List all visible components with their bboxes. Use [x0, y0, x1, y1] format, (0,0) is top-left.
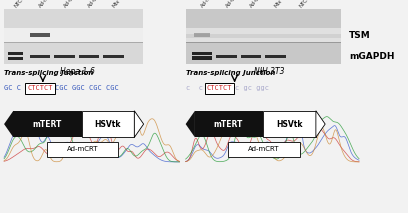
Bar: [195, 111, 263, 137]
Text: mTERT: mTERT: [214, 119, 243, 129]
Text: Ad-mCRT: Ad-mCRT: [200, 0, 220, 9]
Bar: [82, 111, 134, 137]
Bar: [228, 142, 299, 157]
Bar: [8, 57, 23, 60]
Polygon shape: [316, 111, 325, 137]
Text: c gc ggc: c gc ggc: [235, 85, 269, 91]
Text: CTCTCT: CTCTCT: [27, 85, 53, 91]
Polygon shape: [134, 111, 144, 137]
Bar: [79, 55, 99, 58]
Text: TSM: TSM: [349, 31, 370, 40]
Bar: [192, 56, 212, 60]
Text: Ad-CT: Ad-CT: [63, 0, 77, 9]
Text: NTC: NTC: [14, 0, 24, 9]
Bar: [30, 55, 50, 58]
Text: GC C: GC C: [4, 85, 25, 91]
Bar: [4, 28, 143, 42]
Text: mTERT: mTERT: [32, 119, 61, 129]
Bar: [13, 111, 82, 137]
Bar: [186, 28, 341, 42]
Text: Mix: Mix: [274, 0, 284, 9]
Text: Mix: Mix: [112, 0, 122, 9]
Text: Ad-mCRT: Ad-mCRT: [67, 146, 98, 152]
Text: Ad-CL: Ad-CL: [87, 0, 101, 9]
Text: CGC GGC CGC CGC: CGC GGC CGC CGC: [55, 85, 118, 91]
Bar: [194, 33, 210, 37]
Text: Ad-CL: Ad-CL: [249, 0, 263, 9]
Bar: [4, 42, 143, 43]
Text: CTCTCT: CTCTCT: [207, 85, 232, 91]
Bar: [241, 55, 261, 58]
Bar: [30, 33, 50, 37]
Text: Ad-mCRT: Ad-mCRT: [38, 0, 58, 9]
Text: mGAPDH: mGAPDH: [349, 52, 395, 61]
Bar: [186, 34, 341, 38]
Text: c  c: c c: [186, 85, 207, 91]
Text: Hepa 1-6: Hepa 1-6: [60, 67, 95, 76]
Bar: [205, 83, 234, 94]
Text: HSVtk: HSVtk: [95, 119, 121, 129]
Bar: [186, 42, 341, 43]
Bar: [186, 9, 341, 64]
Bar: [47, 142, 118, 157]
Bar: [4, 9, 143, 64]
Text: Trans-splicing Junction: Trans-splicing Junction: [186, 69, 275, 76]
Text: NTC: NTC: [298, 0, 309, 9]
Bar: [263, 111, 316, 137]
Polygon shape: [186, 111, 195, 137]
Text: NIH 3T3: NIH 3T3: [254, 67, 284, 76]
Text: Ad-CT: Ad-CT: [225, 0, 239, 9]
Bar: [265, 55, 286, 58]
Bar: [54, 55, 75, 58]
Bar: [8, 52, 23, 55]
Text: Ad-mCRT: Ad-mCRT: [248, 146, 280, 152]
Bar: [103, 55, 124, 58]
Bar: [25, 83, 55, 94]
Text: Trans-splicing Junction: Trans-splicing Junction: [4, 69, 93, 76]
Polygon shape: [4, 111, 13, 137]
Bar: [216, 55, 237, 58]
Bar: [192, 52, 212, 55]
Text: HSVtk: HSVtk: [276, 119, 303, 129]
